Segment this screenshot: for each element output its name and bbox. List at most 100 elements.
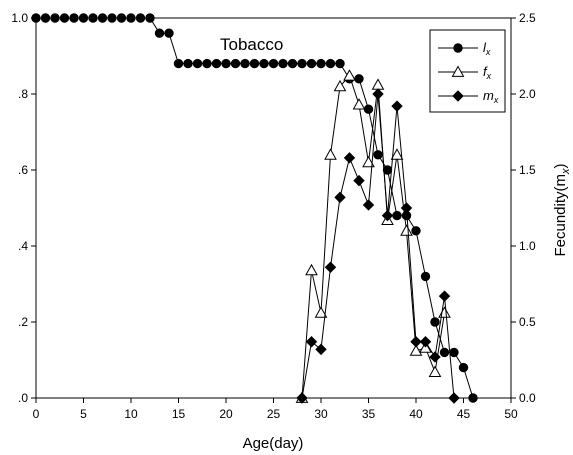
legend-marker <box>452 90 464 102</box>
data-point-lx <box>230 58 241 69</box>
data-point-lx <box>78 13 89 23</box>
x-tick-label: 50 <box>504 407 518 421</box>
data-point-fx <box>305 263 318 276</box>
data-point-mx <box>429 351 441 363</box>
x-tick-label: 15 <box>172 407 186 421</box>
data-point-lx <box>97 13 108 23</box>
data-point-lx <box>268 58 279 69</box>
data-point-lx <box>297 58 307 69</box>
data-point-mx <box>296 392 308 404</box>
data-point-mx <box>334 191 346 204</box>
data-point-lx <box>316 58 326 69</box>
data-point-fx <box>428 365 442 378</box>
data-point-mx <box>448 392 460 404</box>
data-point-fx <box>409 344 423 356</box>
x-tick-label: 25 <box>267 407 281 421</box>
series-lx <box>31 13 478 403</box>
legend-items: lx fx mx <box>438 40 499 105</box>
data-point-fx <box>343 69 356 81</box>
data-point-mx <box>353 174 365 187</box>
series-line-fx <box>301 74 445 399</box>
x-tick-label: 30 <box>314 407 328 421</box>
data-point-fx <box>333 79 347 92</box>
data-point-lx <box>192 58 203 69</box>
data-point-mx <box>419 336 432 348</box>
y-left-tick-label: 1.0 <box>11 11 28 25</box>
data-point-lx <box>249 58 260 69</box>
series-mx <box>296 88 460 404</box>
data-point-fx <box>314 306 328 318</box>
data-point-lx <box>202 58 212 69</box>
data-point-fx <box>324 148 337 160</box>
chart-ticks: 0 5 10 15 20 25 30 35 40 45 50 .0 .2 .4 .6 .8 1.0 0.0 0.5 1… <box>11 11 536 421</box>
data-point-mx <box>362 199 375 211</box>
data-point-lx <box>458 362 469 373</box>
data-point-lx <box>59 13 70 23</box>
legend-marker <box>451 65 465 77</box>
data-point-mx <box>343 152 356 164</box>
x-tick-label: 10 <box>124 407 138 421</box>
y-left-tick-label: .4 <box>18 239 28 253</box>
y-right-tick-label: 1.0 <box>519 239 536 253</box>
data-point-lx <box>420 271 431 282</box>
data-point-lx <box>354 74 364 84</box>
data-point-lx <box>107 13 117 23</box>
data-point-lx <box>335 58 345 69</box>
chart-title: Tobacco <box>220 35 283 54</box>
data-point-mx <box>400 202 413 214</box>
data-point-lx <box>183 58 193 69</box>
x-tick-label: 0 <box>33 407 40 421</box>
legend-label: fx <box>483 64 492 81</box>
data-point-lx <box>88 13 98 23</box>
legend-marker <box>453 43 463 53</box>
x-tick-label: 35 <box>362 407 376 421</box>
data-point-lx <box>259 58 269 69</box>
data-point-lx <box>373 150 383 160</box>
chart-marks <box>31 13 478 404</box>
data-point-lx <box>40 13 51 23</box>
data-point-lx <box>287 58 298 69</box>
data-point-mx <box>381 209 394 222</box>
data-point-lx <box>392 210 402 221</box>
data-point-fx <box>362 155 375 168</box>
data-point-mx <box>305 336 318 348</box>
y-left-tick-label: .6 <box>18 163 28 177</box>
data-point-fx <box>400 224 413 236</box>
legend-label: mx <box>483 88 499 105</box>
y-right-tick-label: 2.5 <box>519 11 536 25</box>
legend-box <box>429 29 506 113</box>
data-point-lx <box>221 58 231 69</box>
y-left-tick-label: .0 <box>18 391 28 405</box>
data-point-mx <box>391 100 403 112</box>
data-point-lx <box>126 13 136 23</box>
data-point-lx <box>173 58 184 69</box>
data-point-mx <box>315 343 327 356</box>
data-point-mx <box>372 88 384 100</box>
data-point-lx <box>211 58 222 69</box>
data-point-lx <box>411 226 421 236</box>
x-tick-label: 5 <box>80 407 87 421</box>
x-tick-label: 40 <box>409 407 423 421</box>
data-point-lx <box>439 347 450 358</box>
data-point-lx <box>449 347 459 358</box>
data-point-fx <box>390 148 404 160</box>
data-point-mx <box>438 290 451 302</box>
data-point-lx <box>145 13 155 23</box>
data-point-lx <box>116 13 127 23</box>
data-point-lx <box>164 28 174 38</box>
data-point-lx <box>325 58 336 69</box>
data-point-fx <box>352 98 366 110</box>
data-point-lx <box>240 58 250 69</box>
x-axis-label: Age(day) <box>243 435 304 452</box>
data-point-lx <box>135 13 146 23</box>
legend: lx fx mx <box>429 29 506 113</box>
y-right-tick-label: 0.0 <box>519 391 536 405</box>
legend-label: lx <box>483 40 491 57</box>
y-right-tick-label: 0.5 <box>519 315 536 329</box>
x-tick-label: 20 <box>219 407 233 421</box>
data-point-lx <box>278 58 288 69</box>
y-left-tick-label: .8 <box>18 87 28 101</box>
x-tick-label: 45 <box>457 407 471 421</box>
data-point-lx <box>154 28 165 38</box>
